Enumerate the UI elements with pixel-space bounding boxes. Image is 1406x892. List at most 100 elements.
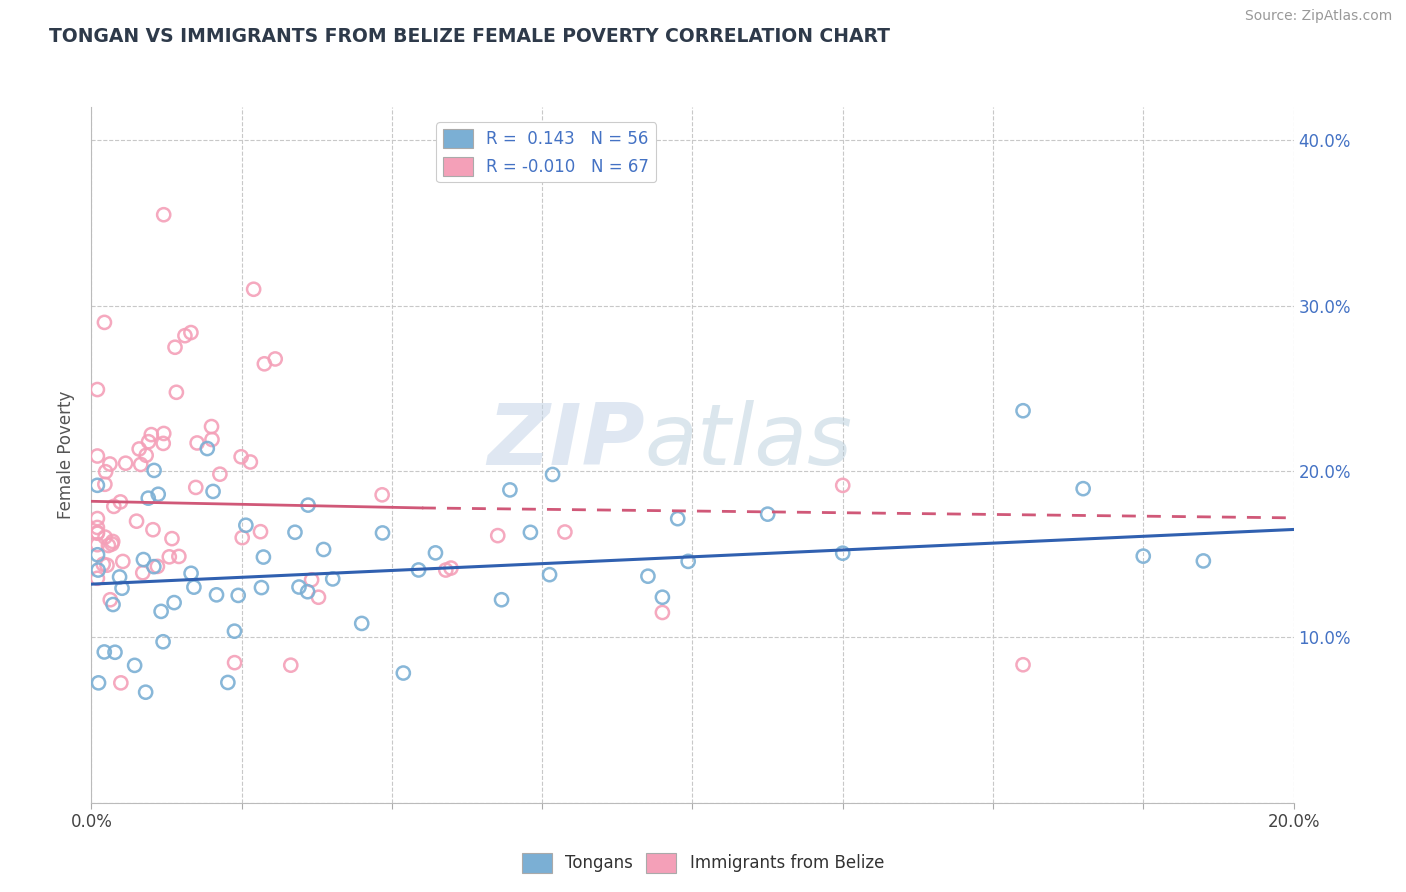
Point — [98, 457, 121, 471]
Point — [163, 340, 186, 354]
Point — [96, 558, 118, 573]
Point — [108, 570, 131, 584]
Point — [167, 549, 190, 564]
Point — [226, 588, 249, 602]
Point — [138, 434, 160, 449]
Point — [308, 591, 330, 605]
Point — [86, 449, 108, 463]
Point — [94, 477, 117, 491]
Point — [637, 569, 659, 583]
Point — [217, 675, 239, 690]
Point — [136, 491, 159, 505]
Point — [97, 539, 120, 553]
Legend: R =  0.143   N = 56, R = -0.010   N = 67: R = 0.143 N = 56, R = -0.010 N = 67 — [436, 122, 655, 183]
Point — [1012, 403, 1035, 417]
Point — [538, 567, 561, 582]
Point — [135, 448, 157, 462]
Point — [676, 554, 699, 568]
Point — [252, 550, 274, 565]
Point — [371, 488, 394, 502]
Point — [486, 528, 509, 542]
Point — [86, 526, 108, 541]
Point — [86, 548, 108, 562]
Point — [280, 658, 302, 673]
Point — [231, 531, 253, 545]
Point — [94, 530, 117, 544]
Point — [132, 552, 155, 566]
Point — [408, 563, 430, 577]
Legend: Tongans, Immigrants from Belize: Tongans, Immigrants from Belize — [515, 847, 891, 880]
Point — [124, 658, 146, 673]
Point — [1012, 657, 1035, 672]
Point — [288, 580, 311, 594]
Point — [152, 426, 174, 441]
Point — [440, 561, 463, 575]
Point — [86, 511, 108, 525]
Point — [125, 514, 148, 528]
Point — [253, 357, 276, 371]
Y-axis label: Female Poverty: Female Poverty — [58, 391, 76, 519]
Point — [142, 523, 165, 537]
Text: atlas: atlas — [644, 400, 852, 483]
Point — [174, 328, 197, 343]
Point — [150, 604, 173, 618]
Point — [98, 592, 121, 607]
Point — [86, 478, 108, 492]
Point — [101, 537, 124, 551]
Point — [651, 606, 673, 620]
Point — [87, 563, 110, 577]
Point — [160, 532, 183, 546]
Point — [371, 525, 394, 540]
Point — [200, 419, 222, 434]
Point — [101, 534, 124, 549]
Point — [297, 498, 319, 512]
Point — [392, 666, 415, 681]
Point — [101, 598, 124, 612]
Point — [756, 507, 779, 521]
Point — [301, 573, 323, 587]
Point — [195, 442, 218, 456]
Point — [208, 467, 231, 482]
Point — [141, 427, 163, 442]
Point — [146, 559, 169, 574]
Point — [184, 480, 207, 494]
Text: Source: ZipAtlas.com: Source: ZipAtlas.com — [1244, 9, 1392, 23]
Point — [1071, 482, 1094, 496]
Point — [425, 546, 447, 560]
Point — [242, 282, 264, 296]
Point — [111, 581, 134, 595]
Point — [554, 524, 576, 539]
Point — [831, 546, 853, 560]
Point — [322, 572, 344, 586]
Point — [110, 495, 132, 509]
Point — [183, 580, 205, 594]
Point — [86, 571, 108, 585]
Point — [163, 596, 186, 610]
Point — [152, 208, 174, 222]
Point — [249, 524, 271, 539]
Point — [224, 624, 246, 639]
Point — [152, 634, 174, 648]
Point — [541, 467, 564, 482]
Point — [250, 581, 273, 595]
Point — [297, 584, 319, 599]
Point — [312, 542, 335, 557]
Point — [103, 500, 125, 514]
Point — [129, 458, 152, 472]
Point — [86, 525, 108, 540]
Point — [651, 591, 673, 605]
Point — [186, 436, 208, 450]
Point — [264, 351, 287, 366]
Point — [142, 559, 165, 574]
Point — [86, 383, 108, 397]
Point — [224, 656, 246, 670]
Text: TONGAN VS IMMIGRANTS FROM BELIZE FEMALE POVERTY CORRELATION CHART: TONGAN VS IMMIGRANTS FROM BELIZE FEMALE … — [49, 27, 890, 45]
Point — [202, 484, 225, 499]
Point — [132, 566, 155, 580]
Point — [1192, 554, 1215, 568]
Text: ZIP: ZIP — [486, 400, 644, 483]
Point — [831, 478, 853, 492]
Point — [86, 520, 108, 534]
Point — [152, 436, 174, 450]
Point — [93, 645, 115, 659]
